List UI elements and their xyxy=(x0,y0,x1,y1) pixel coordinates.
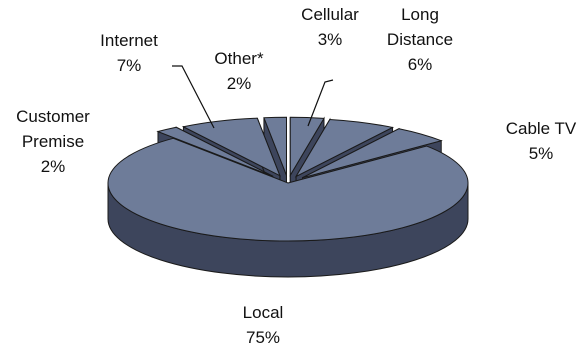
slice-internet xyxy=(181,117,281,177)
slice-name-local: Local xyxy=(243,303,284,322)
slice-name-cellular: Cellular xyxy=(301,5,359,24)
slice-name-customer-premise: Premise xyxy=(22,132,84,151)
slice-label-customer-premise: Customer Premise 2% xyxy=(16,107,90,176)
slice-value-customer-premise: 2% xyxy=(41,157,66,176)
slice-name-cable-tv: Cable TV xyxy=(506,119,577,138)
slice-label-long-distance: Long Distance 6% xyxy=(387,5,453,74)
slice-name-customer-premise: Customer xyxy=(16,107,90,126)
pie-tops xyxy=(107,116,469,242)
slice-label-cable-tv: Cable TV 5% xyxy=(506,119,577,163)
slice-long-distance xyxy=(294,118,395,178)
slice-cable-tv xyxy=(302,128,443,179)
slice-label-cellular: Cellular 3% xyxy=(301,5,359,49)
slice-label-internet: Internet 7% xyxy=(100,31,158,75)
pie-labels: Cellular 3% Long Distance 6% Cable TV 5% Local 7… xyxy=(16,5,577,347)
slice-label-local: Local 75% xyxy=(243,303,284,347)
leader-line-internet xyxy=(172,65,215,129)
slice-name-internet: Internet xyxy=(100,31,158,50)
slice-value-other: 2% xyxy=(227,74,252,93)
slice-local xyxy=(107,137,469,242)
slice-other xyxy=(263,116,287,176)
slice-name-long-distance: Long xyxy=(401,5,439,24)
slice-cellular xyxy=(289,116,325,178)
slice-label-other: Other* 2% xyxy=(214,49,264,93)
slice-name-other: Other* xyxy=(214,49,264,68)
slice-value-cellular: 3% xyxy=(318,30,343,49)
slice-customer-premise xyxy=(156,126,273,177)
slice-value-cable-tv: 5% xyxy=(529,144,554,163)
leader-line-cellular xyxy=(307,79,334,127)
slice-name-long-distance: Distance xyxy=(387,30,453,49)
slice-value-long-distance: 6% xyxy=(408,55,433,74)
slice-value-internet: 7% xyxy=(117,56,142,75)
slice-value-local: 75% xyxy=(246,328,280,347)
